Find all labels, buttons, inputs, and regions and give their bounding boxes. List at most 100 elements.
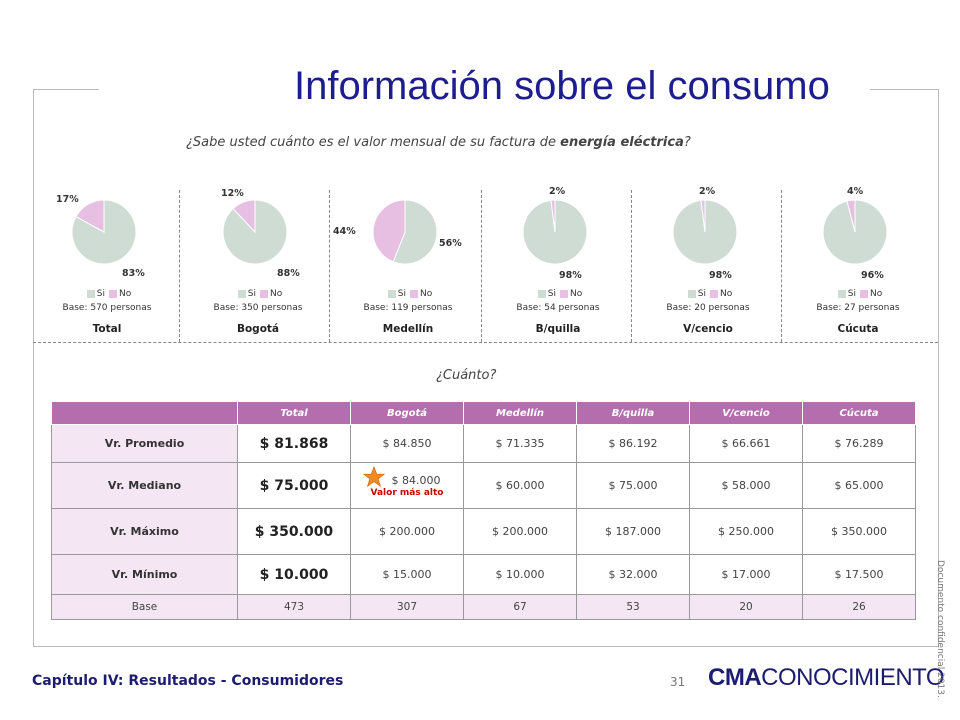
legend-label-no: No <box>118 289 132 299</box>
frame-top-left <box>33 89 99 90</box>
pie-base: Base: 570 personas <box>62 303 152 313</box>
page-title: Información sobre el consumo <box>288 64 836 109</box>
header-total: Total <box>237 401 351 425</box>
pie-base: Base: 20 personas <box>666 303 750 313</box>
legend-label-no: No <box>719 289 733 299</box>
cell: $ 65.000 <box>802 462 916 509</box>
cell: $ 200.000 <box>350 508 464 555</box>
cell: 67 <box>463 594 577 620</box>
legend-swatch-si <box>687 289 696 298</box>
pie-city-label: Bogotá <box>236 323 280 335</box>
cell: $ 86.192 <box>576 424 690 463</box>
legend-swatch-no <box>108 289 117 298</box>
pie-base: Base: 350 personas <box>213 303 303 313</box>
question-bold: energía eléctrica <box>560 135 684 150</box>
question-suffix: ? <box>683 135 691 150</box>
pie-legend: Si No <box>483 289 633 299</box>
pie-city-label: V/cencio <box>683 323 733 335</box>
legend-swatch-no <box>259 289 268 298</box>
cell: $ 75.000 <box>576 462 690 509</box>
pie-label-si: 56% <box>439 238 462 249</box>
pie-chart-bogota <box>222 199 288 265</box>
legend-label-si: Si <box>96 289 105 299</box>
header-bogota: Bogotá <box>350 401 464 425</box>
header-empty <box>51 401 238 425</box>
cell-value: $ 84.000 <box>391 473 441 487</box>
legend-swatch-si <box>837 289 846 298</box>
cell: $ 17.500 <box>802 554 916 595</box>
legend-label-si: Si <box>547 289 556 299</box>
table-row: Vr. Mínimo $ 10.000 $ 15.000 $ 10.000 $ … <box>51 554 916 595</box>
page-number: 31 <box>670 675 686 689</box>
pie-slice-si <box>392 199 438 265</box>
pie-legend: Si No <box>32 289 182 299</box>
pie-label-si: 83% <box>122 268 145 279</box>
pie-city-label: Cúcuta <box>837 323 879 335</box>
cell: 307 <box>350 594 464 620</box>
cell: $ 350.000 <box>802 508 916 555</box>
brand-logo: CMACONOCIMIENTO <box>708 664 945 692</box>
divider-2 <box>329 190 330 342</box>
cell: $ 200.000 <box>463 508 577 555</box>
pie-slice-no <box>372 199 406 263</box>
confidential-note: Documento confidencial 2013. <box>935 560 945 698</box>
legend-label-si: Si <box>397 289 406 299</box>
pie-slice-no <box>232 199 256 234</box>
divider-5 <box>781 190 782 342</box>
legend-label-no: No <box>269 289 283 299</box>
row-label: Vr. Promedio <box>51 424 238 463</box>
pie-base: Base: 27 personas <box>816 303 900 313</box>
pie-legend: Si No <box>183 289 333 299</box>
pie-label-no: 4% <box>847 186 864 197</box>
chapter-label: Capítulo IV: Resultados - Consumidores <box>32 673 344 689</box>
row-label: Base <box>51 594 238 620</box>
header-cucuta: Cúcuta <box>802 401 916 425</box>
cell: 20 <box>689 594 803 620</box>
pie-label-no: 17% <box>56 194 79 205</box>
pie-label-si: 88% <box>277 268 300 279</box>
legend-swatch-no <box>859 289 868 298</box>
question-prefix: ¿Sabe usted cuánto es el valor mensual d… <box>186 135 561 150</box>
header-medellin: Medellín <box>463 401 577 425</box>
legend-label-no: No <box>869 289 883 299</box>
pie-legend: Si No <box>783 289 933 299</box>
pie-label-si: 98% <box>709 270 732 281</box>
cell: $ 17.000 <box>689 554 803 595</box>
cell: $ 10.000 <box>463 554 577 595</box>
table-row-base: Base 473 307 67 53 20 26 <box>51 594 916 620</box>
star-icon <box>363 466 385 488</box>
frame-bottom <box>33 646 939 647</box>
pie-chart-cucuta <box>822 199 888 265</box>
pie-chart-total <box>71 199 137 265</box>
frame-top-right <box>870 89 938 90</box>
brand-rest: CONOCIMIENTO <box>761 664 945 691</box>
legend-swatch-no <box>709 289 718 298</box>
table-row: Vr. Promedio $ 81.868 $ 84.850 $ 71.335 … <box>51 424 916 463</box>
legend-label-si: Si <box>247 289 256 299</box>
values-table: Total Bogotá Medellín B/quilla V/cencio … <box>51 401 916 620</box>
legend-swatch-no <box>409 289 418 298</box>
pie-label-no: 12% <box>221 188 244 199</box>
cell: $ 250.000 <box>689 508 803 555</box>
pie-panel-cucuta: 4% 96% Si No Base: 27 personas Cúcuta <box>783 176 933 341</box>
pie-city-label: Total <box>92 323 122 335</box>
frame-right <box>938 89 939 647</box>
pie-legend: Si No <box>333 289 483 299</box>
cell: $ 15.000 <box>350 554 464 595</box>
pie-slice-no <box>550 199 556 233</box>
cell: $ 84.850 <box>350 424 464 463</box>
pie-label-si: 98% <box>559 270 582 281</box>
highest-value-note: Valor más alto <box>370 487 444 498</box>
divider-1 <box>179 190 180 342</box>
pie-label-no: 2% <box>549 186 566 197</box>
legend-swatch-si <box>537 289 546 298</box>
pie-label-si: 96% <box>861 270 884 281</box>
pie-city-label: B/quilla <box>535 323 581 335</box>
survey-question: ¿Sabe usted cuánto es el valor mensual d… <box>186 135 691 150</box>
pie-label-no: 2% <box>699 186 716 197</box>
row-label: Vr. Mínimo <box>51 554 238 595</box>
row-label: Vr. Máximo <box>51 508 238 555</box>
cell-total: $ 350.000 <box>237 508 351 555</box>
section-divider <box>33 342 938 343</box>
pie-label-no: 44% <box>333 226 356 237</box>
